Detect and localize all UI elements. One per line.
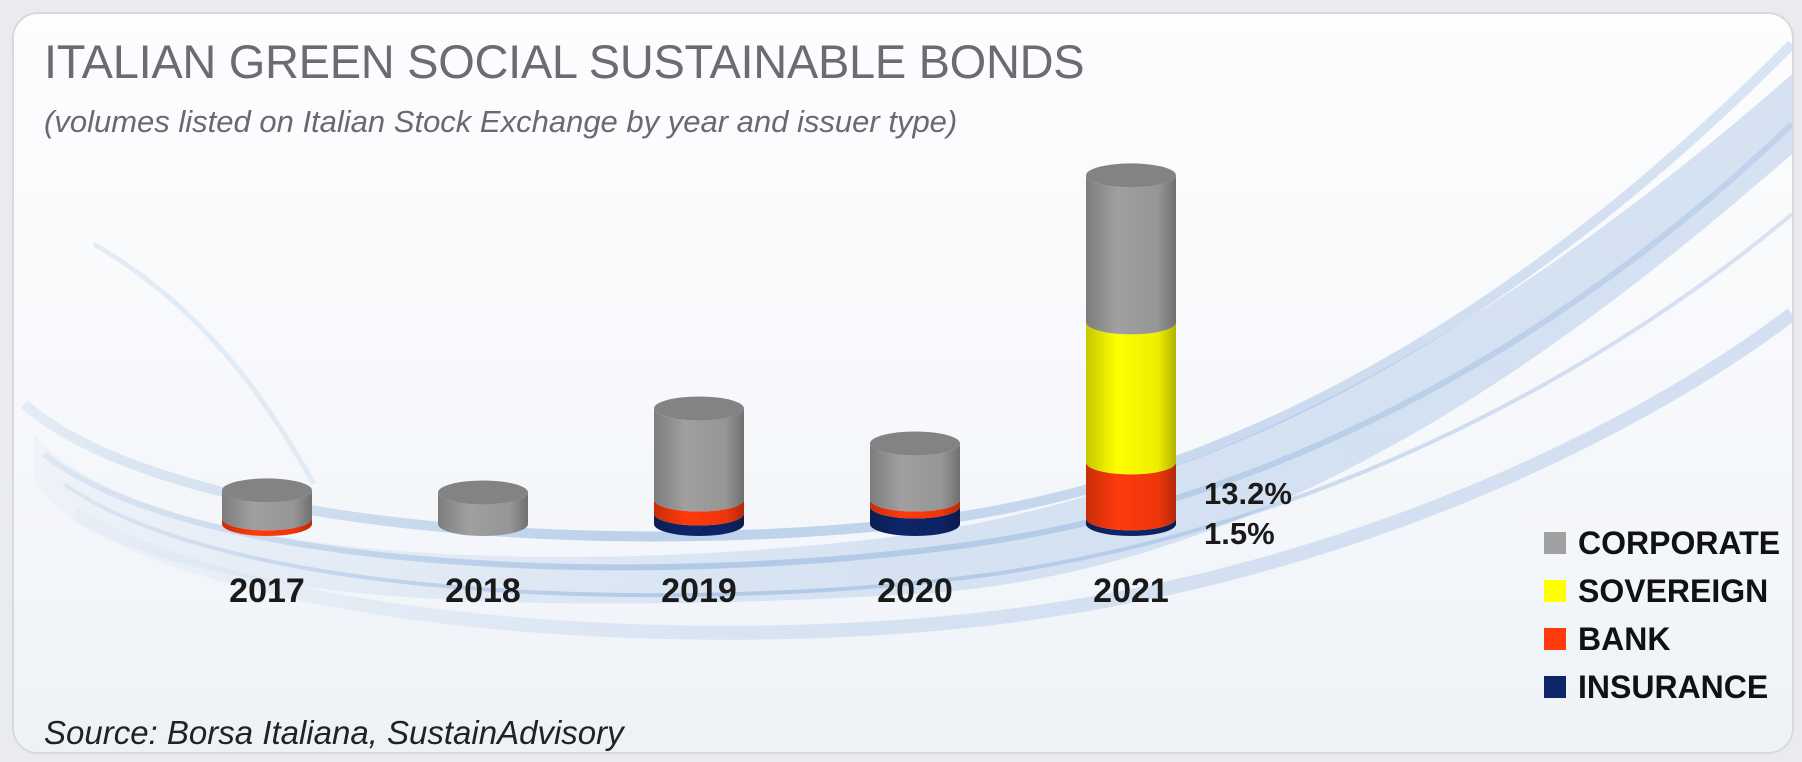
legend-label-corporate: CORPORATE bbox=[1578, 524, 1781, 561]
chart-plot: 2017 2018 2019 2020 2021 13.2% 1.5% bbox=[20, 40, 1792, 640]
bar-2018 bbox=[438, 480, 528, 536]
legend-label-bank: BANK bbox=[1578, 620, 1671, 657]
bar-segment-corporate-2021 bbox=[1086, 175, 1176, 335]
legend-item-sovereign: SOVEREIGN bbox=[1544, 567, 1780, 615]
bar-top-2017 bbox=[222, 478, 312, 503]
chart-title: ITALIAN GREEN SOCIAL SUSTAINABLE BONDS bbox=[44, 35, 1085, 88]
bar-top-2018 bbox=[438, 480, 528, 505]
bar-2020 bbox=[870, 431, 960, 536]
bar-2019 bbox=[654, 396, 744, 536]
bar-2017 bbox=[222, 478, 312, 536]
bar-top-2020 bbox=[870, 431, 960, 456]
bar-2021 bbox=[1086, 163, 1176, 536]
chart-source: Source: Borsa Italiana, SustainAdvisory bbox=[44, 714, 624, 751]
bar-segment-corporate-2020 bbox=[870, 443, 960, 512]
x-tick-label-2018: 2018 bbox=[445, 572, 521, 610]
bar-segment-corporate-2017 bbox=[222, 490, 312, 531]
chart-legend: CORPORATE SOVEREIGN BANK INSURANCE bbox=[1544, 519, 1780, 711]
bar-segment-corporate-2018 bbox=[438, 492, 528, 536]
bar-segment-bank-2019 bbox=[654, 499, 744, 526]
legend-label-sovereign: SOVEREIGN bbox=[1578, 572, 1769, 609]
labels-layer: 2017 2018 2019 2020 2021 13.2% 1.5% bbox=[229, 476, 1292, 610]
bar-segment-insurance-2020 bbox=[870, 506, 960, 536]
bar-segment-insurance-2019 bbox=[654, 513, 744, 536]
bar-top-2021 bbox=[1086, 163, 1176, 188]
bar-segment-corporate-2019 bbox=[654, 408, 744, 512]
bar-segment-bank-2020 bbox=[870, 499, 960, 519]
legend-swatch-corporate bbox=[1544, 532, 1566, 554]
legend-item-insurance: INSURANCE bbox=[1544, 663, 1780, 711]
legend-label-insurance: INSURANCE bbox=[1578, 668, 1769, 705]
x-tick-label-2021: 2021 bbox=[1093, 572, 1169, 610]
bar-top-2019 bbox=[654, 396, 744, 421]
bars-layer bbox=[222, 163, 1176, 536]
chart-subtitle: (volumes listed on Italian Stock Exchang… bbox=[44, 104, 958, 139]
bar-segment-bank-2021 bbox=[1086, 462, 1176, 531]
chart-card: 2017 2018 2019 2020 2021 13.2% 1.5% ITALIAN GR… bbox=[12, 12, 1794, 754]
bar-segment-bank-2017 bbox=[222, 518, 312, 536]
x-tick-label-2020: 2020 bbox=[877, 572, 953, 610]
data-label-insurance-2021: 1.5% bbox=[1204, 516, 1275, 551]
x-tick-label-2019: 2019 bbox=[661, 572, 737, 610]
bar-segment-sovereign-2021 bbox=[1086, 322, 1176, 475]
legend-swatch-bank bbox=[1544, 628, 1566, 650]
legend-swatch-sovereign bbox=[1544, 580, 1566, 602]
data-label-bank-2021: 13.2% bbox=[1204, 476, 1292, 511]
legend-swatch-insurance bbox=[1544, 676, 1566, 698]
legend-item-corporate: CORPORATE bbox=[1544, 519, 1780, 567]
legend-item-bank: BANK bbox=[1544, 615, 1780, 663]
x-tick-label-2017: 2017 bbox=[229, 572, 305, 610]
bar-segment-insurance-2021 bbox=[1086, 518, 1176, 536]
